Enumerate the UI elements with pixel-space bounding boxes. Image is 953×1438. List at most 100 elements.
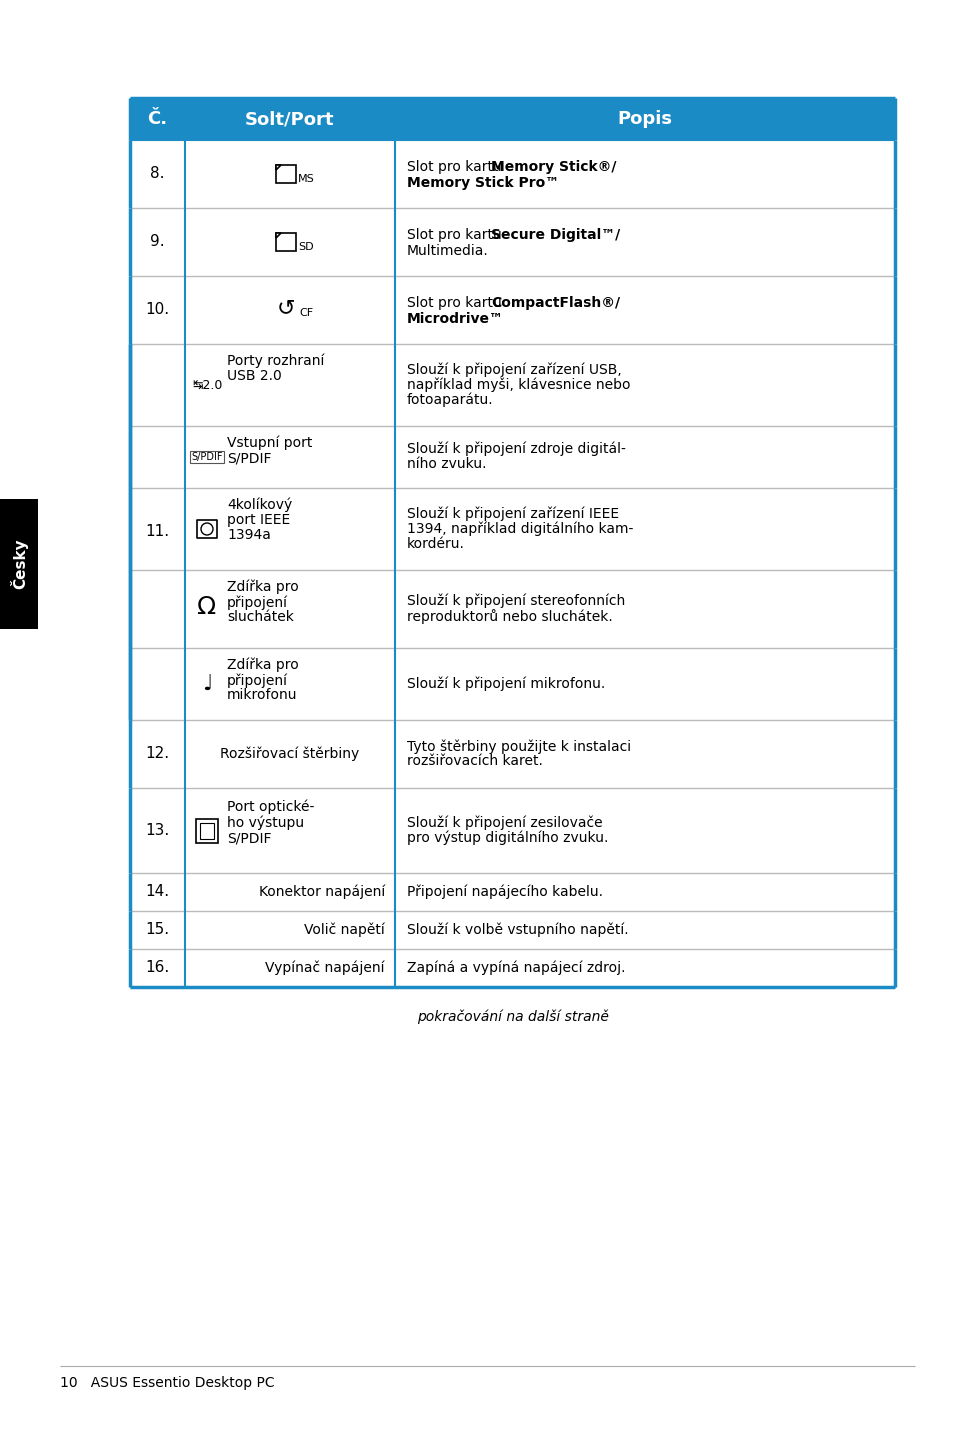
Bar xyxy=(130,139,894,209)
Text: 13.: 13. xyxy=(145,823,170,838)
Text: Konektor napájení: Konektor napájení xyxy=(258,884,385,899)
Text: například myši, klávesnice nebo: například myši, klávesnice nebo xyxy=(407,378,630,393)
Text: Porty rozhraní: Porty rozhraní xyxy=(227,354,324,368)
Text: připojení: připojení xyxy=(227,595,288,610)
Bar xyxy=(130,344,185,720)
Text: S/PDIF: S/PDIF xyxy=(227,833,272,846)
Bar xyxy=(395,98,894,139)
Bar xyxy=(130,98,185,139)
Bar xyxy=(185,649,395,720)
Text: S/PDIF: S/PDIF xyxy=(227,452,272,464)
Text: Rozšiřovací štěrbiny: Rozšiřovací štěrbiny xyxy=(220,746,359,761)
Bar xyxy=(185,487,395,569)
Text: Ω: Ω xyxy=(197,595,216,618)
Text: Č.: Č. xyxy=(148,109,168,128)
Text: Slouží k připojení mikrofonu.: Slouží k připojení mikrofonu. xyxy=(407,676,604,692)
Text: 16.: 16. xyxy=(145,961,170,975)
Text: 10.: 10. xyxy=(145,302,170,318)
Bar xyxy=(130,276,894,344)
Text: USB 2.0: USB 2.0 xyxy=(227,370,281,383)
Text: Slot pro kartu: Slot pro kartu xyxy=(407,296,506,311)
Text: Slouží k připojení zesilovače: Slouží k připojení zesilovače xyxy=(407,815,602,830)
Text: Připojení napájecího kabelu.: Připojení napájecího kabelu. xyxy=(407,884,602,899)
Polygon shape xyxy=(275,165,281,170)
Bar xyxy=(395,426,894,487)
Text: CompactFlash®/: CompactFlash®/ xyxy=(491,296,619,311)
Text: ho výstupu: ho výstupu xyxy=(227,815,304,831)
Polygon shape xyxy=(275,233,281,239)
Bar xyxy=(185,344,395,426)
Text: Vstupní port: Vstupní port xyxy=(227,436,312,450)
Bar xyxy=(185,569,395,649)
Text: 9.: 9. xyxy=(150,234,165,250)
Text: Zapíná a vypíná napájecí zdroj.: Zapíná a vypíná napájecí zdroj. xyxy=(407,961,625,975)
Text: 15.: 15. xyxy=(145,923,170,938)
Text: Slot pro kartu: Slot pro kartu xyxy=(407,160,506,174)
Text: Tyto štěrbiny použijte k instalaci: Tyto štěrbiny použijte k instalaci xyxy=(407,739,631,754)
Text: Microdrive™: Microdrive™ xyxy=(407,312,503,326)
Text: mikrofonu: mikrofonu xyxy=(227,687,297,702)
Text: 14.: 14. xyxy=(145,884,170,900)
Bar xyxy=(395,569,894,649)
Text: Slouží k volbě vstupního napětí.: Slouží k volbě vstupního napětí. xyxy=(407,923,628,938)
Text: Volič napětí: Volič napětí xyxy=(304,923,385,938)
Text: Slot pro kartu: Slot pro kartu xyxy=(407,229,506,242)
Text: fotoaparátu.: fotoaparátu. xyxy=(407,393,493,407)
Text: Slouží k připojení zařízení IEEE: Slouží k připojení zařízení IEEE xyxy=(407,506,618,521)
Text: Secure Digital™/: Secure Digital™/ xyxy=(491,229,619,242)
Text: MS: MS xyxy=(297,174,314,184)
Text: reproduktorů nebo sluchátek.: reproduktorů nebo sluchátek. xyxy=(407,610,612,624)
Text: 10   ASUS Essentio Desktop PC: 10 ASUS Essentio Desktop PC xyxy=(60,1376,274,1391)
Text: Slouží k připojení zdroje digitál-: Slouží k připojení zdroje digitál- xyxy=(407,441,625,456)
Text: 12.: 12. xyxy=(145,746,170,762)
Text: S/PDIF: S/PDIF xyxy=(191,452,222,462)
Bar xyxy=(195,818,218,843)
Bar xyxy=(130,949,894,986)
Text: Vypínač napájení: Vypínač napájení xyxy=(265,961,385,975)
Text: ního zvuku.: ního zvuku. xyxy=(407,457,486,472)
Text: Zdířka pro: Zdířka pro xyxy=(227,659,298,673)
Bar xyxy=(275,165,295,183)
Text: Solt/Port: Solt/Port xyxy=(245,109,335,128)
Text: .: . xyxy=(501,175,511,190)
Bar xyxy=(130,912,894,949)
Text: ↺: ↺ xyxy=(276,298,295,318)
Text: 11.: 11. xyxy=(145,525,170,539)
Text: 1394, například digitálního kam-: 1394, například digitálního kam- xyxy=(407,522,633,536)
Text: Česky: Česky xyxy=(10,539,28,590)
Text: SD: SD xyxy=(297,242,314,252)
Text: Memory Stick®/: Memory Stick®/ xyxy=(491,160,616,174)
Bar xyxy=(130,873,894,912)
Text: Slouží k připojení stereofonních: Slouží k připojení stereofonních xyxy=(407,594,624,608)
Text: ↹2.0: ↹2.0 xyxy=(192,378,222,391)
Bar xyxy=(275,233,295,252)
Bar xyxy=(185,98,395,139)
Text: Zdířka pro: Zdířka pro xyxy=(227,580,298,594)
Text: Popis: Popis xyxy=(617,109,672,128)
Text: kordéru.: kordéru. xyxy=(407,536,464,551)
Text: port IEEE: port IEEE xyxy=(227,513,290,526)
Text: pokračování na další straně: pokračování na další straně xyxy=(416,1009,608,1024)
Text: ♩: ♩ xyxy=(201,674,212,695)
Text: 1394a: 1394a xyxy=(227,528,271,542)
Bar xyxy=(0,499,38,628)
Bar xyxy=(130,720,894,788)
Text: pro výstup digitálního zvuku.: pro výstup digitálního zvuku. xyxy=(407,831,608,846)
Bar xyxy=(395,649,894,720)
Bar xyxy=(185,426,395,487)
Text: Multimedia.: Multimedia. xyxy=(407,244,488,257)
Text: CF: CF xyxy=(298,308,313,318)
Text: Port optické-: Port optické- xyxy=(227,800,314,814)
Text: .: . xyxy=(468,312,476,326)
Bar xyxy=(395,487,894,569)
Text: rozšiřovacích karet.: rozšiřovacích karet. xyxy=(407,754,542,768)
Bar xyxy=(130,209,894,276)
Bar xyxy=(196,521,216,538)
Bar xyxy=(395,344,894,426)
Text: připojení: připojení xyxy=(227,673,288,687)
Bar xyxy=(200,823,213,838)
Text: 4kolíkový: 4kolíkový xyxy=(227,498,292,512)
Bar xyxy=(130,788,894,873)
Text: 8.: 8. xyxy=(150,167,165,181)
Text: Memory Stick Pro™: Memory Stick Pro™ xyxy=(407,175,558,190)
